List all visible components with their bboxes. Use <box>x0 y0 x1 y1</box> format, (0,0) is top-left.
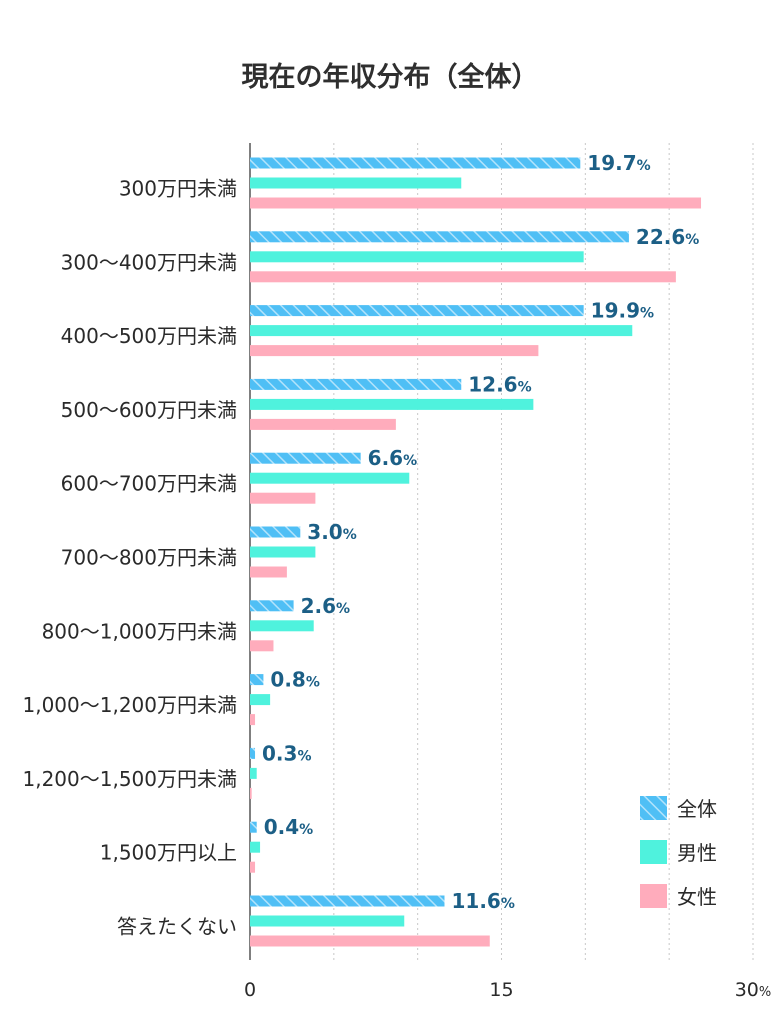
bar-total <box>250 157 581 169</box>
bar-male <box>250 398 534 410</box>
bar-male <box>250 620 314 632</box>
bar-male <box>250 472 410 484</box>
value-label: 22.6% <box>636 225 699 249</box>
grid-lines <box>249 143 754 960</box>
category-label: 1,200〜1,500万円未満 <box>22 767 237 791</box>
bar-total <box>250 895 445 907</box>
bar-male <box>250 251 584 263</box>
bar-male <box>250 767 257 779</box>
bar-male <box>250 177 462 189</box>
bar-female <box>250 714 256 726</box>
bar-total <box>250 305 584 317</box>
category-label: 500〜600万円未満 <box>61 398 237 422</box>
bar-female <box>250 345 539 357</box>
category-label: 600〜700万円未満 <box>61 472 237 496</box>
value-label: 11.6% <box>451 889 514 913</box>
bar-total <box>250 747 256 759</box>
category-label: 300〜400万円未満 <box>61 250 237 274</box>
legend-swatch <box>640 884 667 908</box>
category-label: 答えたくない <box>117 915 237 939</box>
x-tick-label: 0 <box>244 979 256 1001</box>
category-label: 1,000〜1,200万円未満 <box>22 693 237 717</box>
legend-swatch <box>640 840 667 864</box>
value-label: 0.4% <box>264 815 313 839</box>
bar-male <box>250 325 633 337</box>
category-label: 300万円未満 <box>119 177 237 201</box>
legend-label: 全体 <box>677 797 717 821</box>
value-label: 19.9% <box>591 299 654 323</box>
bar-female <box>250 787 252 799</box>
category-label: 700〜800万円未満 <box>61 546 237 570</box>
bar-male <box>250 694 271 706</box>
category-label: 800〜1,000万円未満 <box>42 619 237 643</box>
bar-total <box>250 452 361 464</box>
legend-swatch <box>640 796 667 820</box>
bars <box>250 157 702 947</box>
bar-total <box>250 378 462 390</box>
bar-total <box>250 821 257 833</box>
bar-total <box>250 600 294 612</box>
bar-female <box>250 566 287 578</box>
bar-total <box>250 231 629 243</box>
bar-total <box>250 526 301 538</box>
value-label: 12.6% <box>468 372 531 396</box>
value-label: 2.6% <box>301 594 350 618</box>
bar-female <box>250 861 256 873</box>
legend-label: 女性 <box>677 885 717 909</box>
bar-male <box>250 915 405 927</box>
bar-female <box>250 197 702 209</box>
bar-female <box>250 271 676 283</box>
value-label: 0.8% <box>270 668 319 692</box>
bar-male <box>250 546 316 558</box>
category-label: 400〜500万円未満 <box>61 324 237 348</box>
value-label: 6.6% <box>368 446 417 470</box>
chart-title: 現在の年収分布（全体） <box>241 62 539 93</box>
bar-female <box>250 640 274 652</box>
x-tick-label: 15 <box>489 979 513 1001</box>
labels: 0 15 30% 300万円未満 19.7% 300〜400万円未満 22.6% 400〜50… <box>22 151 771 1001</box>
bar-male <box>250 841 261 853</box>
legend-label: 男性 <box>677 841 717 865</box>
x-tick-label: 30% <box>735 979 772 1001</box>
bar-female <box>250 418 396 430</box>
bar-total <box>250 674 264 686</box>
bar-female <box>250 935 490 947</box>
value-label: 3.0% <box>307 520 356 544</box>
value-label: 19.7% <box>587 151 650 175</box>
value-label: 0.3% <box>262 741 311 765</box>
bar-female <box>250 492 316 504</box>
category-label: 1,500万円以上 <box>100 841 237 865</box>
